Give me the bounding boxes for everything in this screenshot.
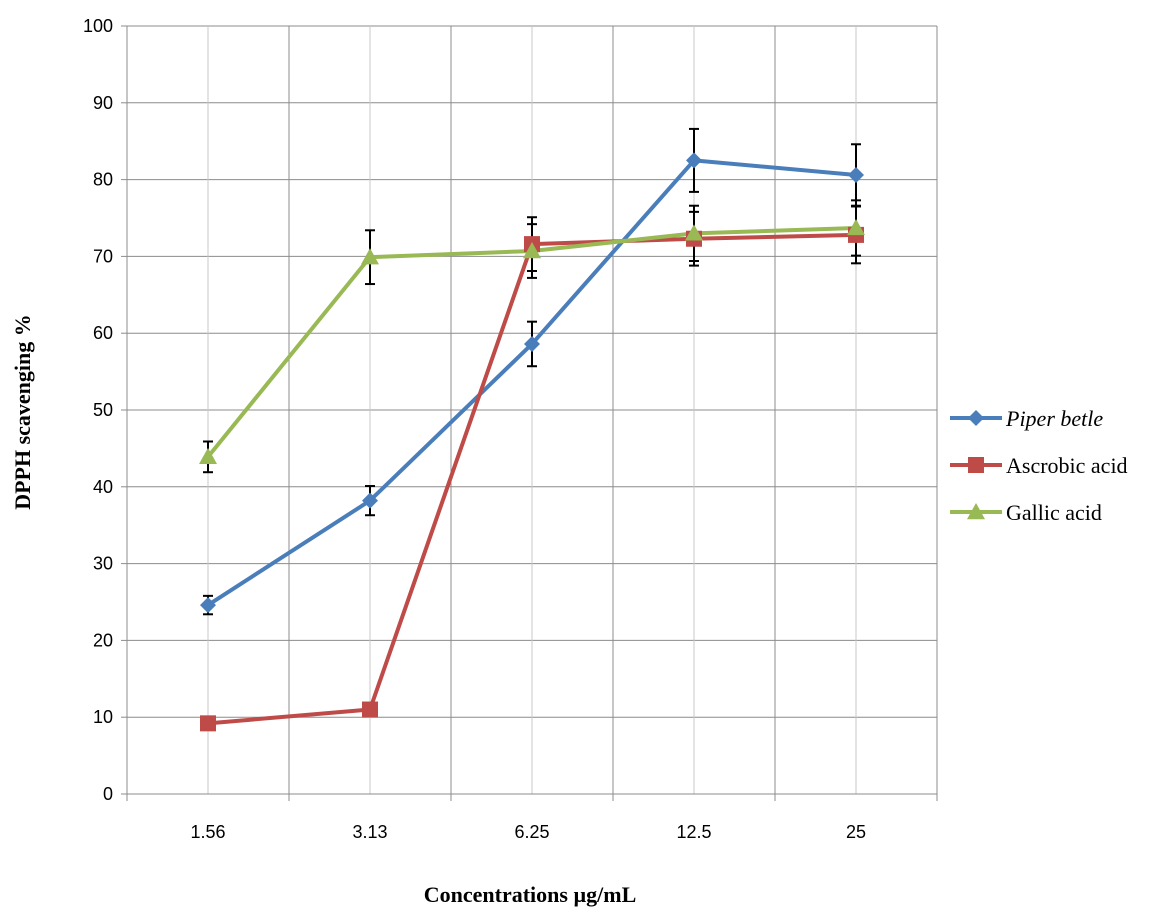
markers [199, 152, 865, 732]
y-tick-label: 0 [103, 784, 113, 804]
marker-square [362, 701, 378, 718]
marker-triangle [685, 224, 703, 241]
marker-diamond [968, 410, 984, 426]
marker-triangle [523, 242, 541, 259]
marker-diamond [362, 492, 378, 509]
y-tick-label: 20 [93, 630, 113, 650]
marker-triangle [847, 218, 865, 236]
y-tick-labels: 0 10 20 30 40 50 60 70 80 90 100 [83, 16, 113, 804]
grid [127, 25, 938, 794]
marker-diamond [200, 597, 216, 614]
y-tick-label: 50 [93, 400, 113, 420]
y-tick-label: 30 [93, 554, 113, 574]
x-tick-label: 6.25 [514, 822, 549, 842]
legend-label: Gallic acid [1006, 500, 1102, 525]
x-tick-label: 3.13 [352, 822, 387, 842]
marker-square [968, 457, 984, 473]
y-tick-label: 70 [93, 246, 113, 266]
x-tick-labels: 1.56 3.13 6.25 12.5 25 [190, 822, 866, 842]
marker-triangle [199, 447, 217, 465]
marker-diamond [848, 166, 864, 183]
y-tick-label: 60 [93, 323, 113, 343]
x-tick-label: 25 [846, 822, 866, 842]
y-tick-label: 100 [83, 16, 113, 36]
marker-triangle [967, 503, 985, 520]
legend: Piper betle Ascrobic acid Gallic acid [950, 406, 1128, 525]
legend-label: Piper betle [1005, 406, 1103, 431]
marker-triangle [361, 248, 379, 265]
axes [121, 25, 938, 801]
marker-diamond [686, 152, 702, 169]
y-tick-label: 10 [93, 707, 113, 727]
x-tick-label: 12.5 [676, 822, 711, 842]
y-tick-label: 90 [93, 93, 113, 113]
y-axis-title: DPPH scavenging % [10, 314, 35, 510]
x-axis-title: Concentrations µg/mL [424, 882, 637, 907]
marker-square [200, 715, 216, 732]
x-tick-label: 1.56 [190, 822, 225, 842]
y-tick-label: 40 [93, 477, 113, 497]
marker-diamond [524, 335, 540, 352]
legend-label: Ascrobic acid [1006, 453, 1128, 478]
y-tick-label: 80 [93, 170, 113, 190]
